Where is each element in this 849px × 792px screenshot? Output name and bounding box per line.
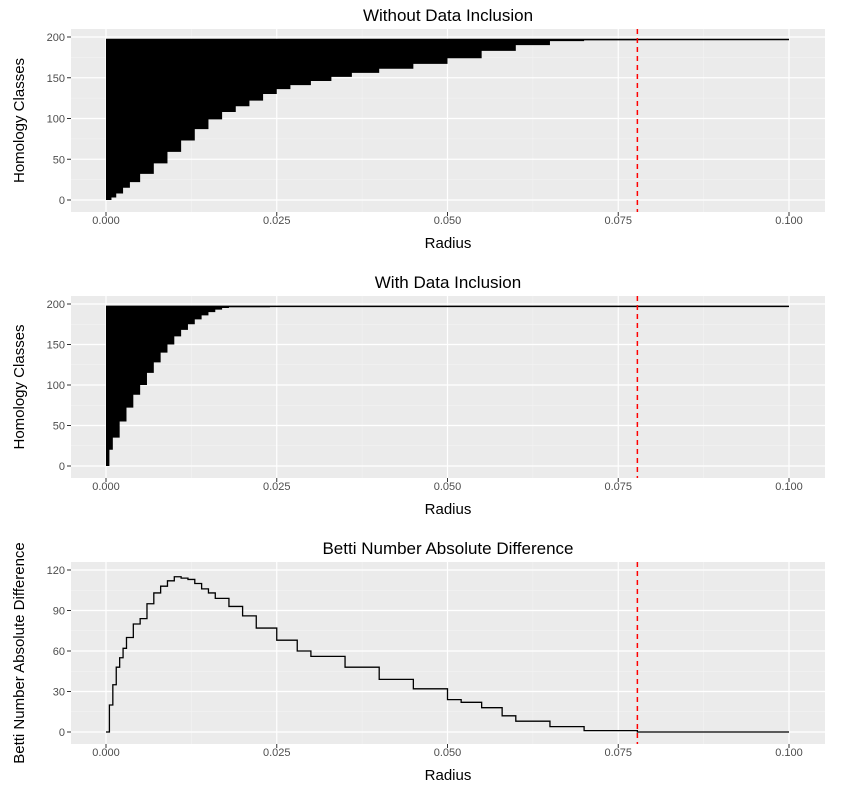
x-tick-label: 0.075 — [604, 481, 632, 493]
x-tick-label: 0.000 — [92, 215, 120, 227]
y-tick-label: 200 — [47, 32, 65, 44]
x-tick-label: 0.075 — [604, 747, 632, 759]
y-tick-label: 90 — [53, 606, 65, 618]
x-tick-label: 0.025 — [263, 481, 291, 493]
y-tick-label: 200 — [47, 299, 65, 311]
series-line — [106, 576, 789, 733]
x-tick-label: 0.000 — [92, 481, 120, 493]
x-tick-label: 0.100 — [775, 747, 803, 759]
y-tick-label: 100 — [47, 114, 65, 126]
x-tick-label: 0.050 — [434, 747, 462, 759]
y-tick-label: 50 — [53, 154, 65, 166]
y-tick-label: 150 — [47, 73, 65, 85]
x-tick-label: 0.050 — [434, 215, 462, 227]
y-tick-label: 60 — [53, 646, 65, 658]
y-tick-label: 0 — [59, 195, 65, 207]
x-tick-label: 0.100 — [775, 215, 803, 227]
x-axis-title: Radius — [425, 235, 472, 252]
y-tick-label: 0 — [59, 727, 65, 739]
y-axis-title: Homology Classes — [11, 324, 28, 449]
x-tick-label: 0.025 — [263, 215, 291, 227]
panel-title: Betti Number Absolute Difference — [322, 539, 573, 558]
panel-title: With Data Inclusion — [375, 273, 521, 292]
y-tick-label: 0 — [59, 461, 65, 473]
y-tick-label: 150 — [47, 340, 65, 352]
panel-with-data-inclusion: 0.000 0.025 0.050 0.075 0.100 0 50 100 150 200 Wit… — [11, 273, 825, 518]
y-axis-title: Betti Number Absolute Difference — [11, 542, 28, 764]
x-tick-label: 0.025 — [263, 747, 291, 759]
y-tick-label: 100 — [47, 380, 65, 392]
x-tick-label: 0.050 — [434, 481, 462, 493]
x-tick-label: 0.075 — [604, 215, 632, 227]
x-tick-label: 0.100 — [775, 481, 803, 493]
panel-title: Without Data Inclusion — [363, 6, 533, 25]
x-axis-title: Radius — [425, 501, 472, 518]
y-tick-label: 120 — [47, 565, 65, 577]
x-axis-title: Radius — [425, 767, 472, 784]
panel-betti-number-difference: 0.000 0.025 0.050 0.075 0.100 0 30 60 90 120 Betti… — [11, 539, 825, 784]
y-tick-label: 30 — [53, 687, 65, 699]
y-tick-label: 50 — [53, 421, 65, 433]
y-axis-title: Homology Classes — [11, 58, 28, 183]
x-tick-label: 0.000 — [92, 747, 120, 759]
filled-ribbon — [106, 306, 789, 466]
filled-ribbon — [106, 39, 789, 200]
panel-without-data-inclusion: 0.000 0.025 0.050 0.075 0.100 0 50 100 150 200 Wit… — [11, 6, 825, 252]
